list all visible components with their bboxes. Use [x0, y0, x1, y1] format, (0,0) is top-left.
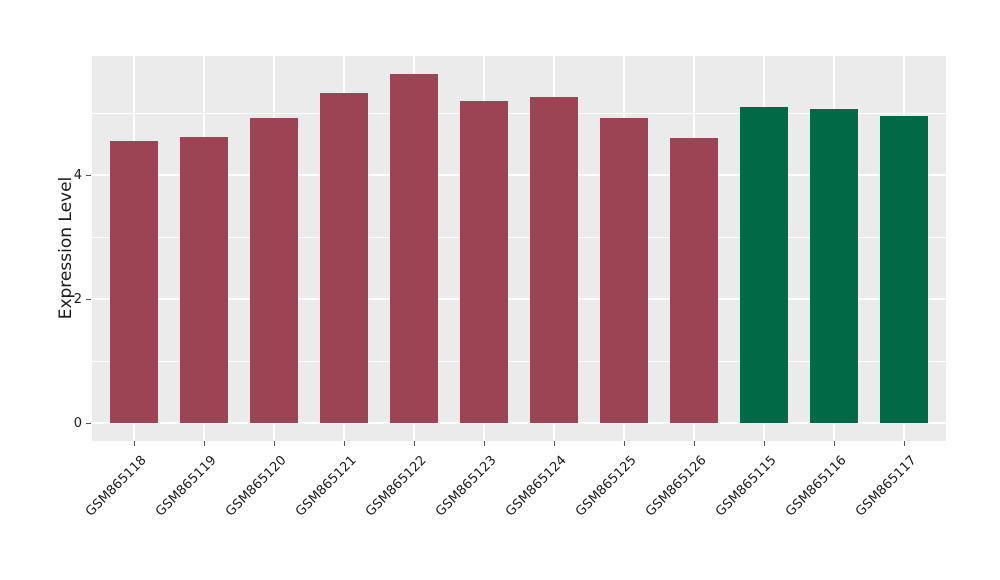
- x-tick-mark-GSM865115: [764, 441, 765, 446]
- bar-GSM865121: [320, 92, 368, 423]
- gridline-minor-y3: [92, 236, 946, 238]
- gridline-major-y0: [92, 422, 946, 425]
- y-tick-label-2: 2: [73, 291, 82, 307]
- x-tick-mark-GSM865121: [344, 441, 345, 446]
- y-tick-mark-0: [86, 422, 91, 424]
- bar-GSM865126: [670, 138, 718, 424]
- x-tick-mark-GSM865118: [134, 441, 135, 446]
- x-tick-mark-GSM865124: [554, 441, 555, 446]
- x-tick-mark-GSM865120: [274, 441, 275, 446]
- x-tick-label-GSM865123: GSM865123: [433, 453, 500, 520]
- gridline-minor-y1: [92, 360, 946, 362]
- y-tick-label-0: 0: [73, 415, 82, 431]
- bar-GSM865115: [740, 106, 788, 423]
- x-tick-label-GSM865119: GSM865119: [153, 453, 220, 520]
- x-tick-mark-GSM865125: [624, 441, 625, 446]
- x-tick-label-GSM865125: GSM865125: [573, 453, 640, 520]
- bar-GSM865124: [530, 96, 578, 423]
- gridline-major-y4: [92, 174, 946, 177]
- x-tick-label-GSM865122: GSM865122: [363, 453, 430, 520]
- x-tick-label-GSM865117: GSM865117: [853, 453, 920, 520]
- bar-GSM865123: [460, 100, 508, 423]
- x-tick-mark-GSM865116: [834, 441, 835, 446]
- x-tick-mark-GSM865122: [414, 441, 415, 446]
- bar-GSM865122: [390, 73, 438, 423]
- y-tick-mark-4: [86, 174, 91, 176]
- bar-GSM865118: [110, 140, 158, 423]
- x-tick-label-GSM865126: GSM865126: [643, 453, 710, 520]
- y-tick-mark-2: [86, 298, 91, 300]
- x-tick-label-GSM865121: GSM865121: [293, 453, 360, 520]
- y-tick-label-4: 4: [73, 167, 82, 183]
- x-tick-label-GSM865115: GSM865115: [713, 453, 780, 520]
- x-tick-mark-GSM865117: [904, 441, 905, 446]
- plot-panel: [92, 56, 946, 441]
- bar-GSM865125: [600, 117, 648, 423]
- x-tick-mark-GSM865123: [484, 441, 485, 446]
- x-tick-label-GSM865118: GSM865118: [83, 453, 150, 520]
- bar-GSM865119: [180, 136, 228, 424]
- bar-GSM865116: [810, 109, 858, 424]
- bar-GSM865120: [250, 117, 298, 423]
- bar-GSM865117: [880, 115, 928, 424]
- gridline-minor-y5: [92, 112, 946, 114]
- x-tick-mark-GSM865126: [694, 441, 695, 446]
- x-tick-mark-GSM865119: [204, 441, 205, 446]
- gridline-major-y2: [92, 298, 946, 301]
- x-tick-label-GSM865124: GSM865124: [503, 453, 570, 520]
- x-tick-label-GSM865116: GSM865116: [783, 453, 850, 520]
- x-tick-label-GSM865120: GSM865120: [223, 453, 290, 520]
